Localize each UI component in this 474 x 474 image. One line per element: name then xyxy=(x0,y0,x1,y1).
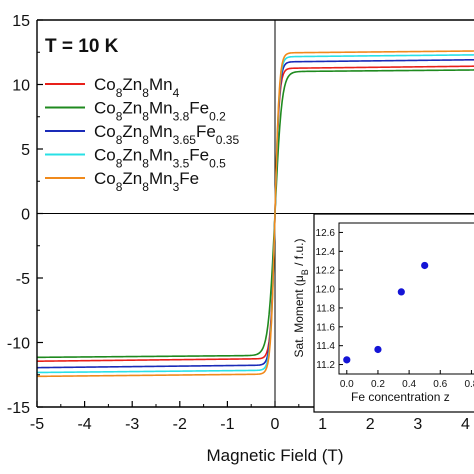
inset-x-tick-label: 0.4 xyxy=(402,379,416,390)
text-part: Mn xyxy=(149,99,173,118)
subscript-text: 8 xyxy=(142,157,149,171)
inset-y-tick-label: 12.2 xyxy=(316,266,336,277)
inset-points xyxy=(343,261,429,364)
y-tick-label: 0 xyxy=(21,207,30,224)
text-part: Mn xyxy=(149,122,173,141)
x-tick-label: -4 xyxy=(77,416,91,433)
subscript-text: 8 xyxy=(142,86,149,100)
text-part: Sat. Moment ( xyxy=(292,282,306,357)
legend-label-1: Co8Zn8Mn3.8Fe0.2 xyxy=(94,99,226,124)
text-part: Zn xyxy=(122,99,142,118)
inset-y-tick-label: 11.6 xyxy=(316,322,335,333)
x-tick-label: 0 xyxy=(271,416,280,433)
subscript-text: 0.5 xyxy=(209,157,226,171)
legend-label-4: Co8Zn8Mn3Fe xyxy=(94,169,199,194)
x-tick-label: -5 xyxy=(30,416,44,433)
inset-y-tick-label: 11.2 xyxy=(316,360,335,371)
subscript-text: 8 xyxy=(142,133,149,147)
x-tick-label: 1 xyxy=(318,416,327,433)
text-part: Co xyxy=(94,122,116,141)
subscript-text: 8 xyxy=(116,157,123,171)
y-tick-label: 10 xyxy=(12,78,30,95)
legend-label-2: Co8Zn8Mn3.65Fe0.35 xyxy=(94,122,239,147)
subscript-text: 3 xyxy=(173,180,180,194)
inset-data-point-3 xyxy=(421,261,429,270)
x-tick-label: 2 xyxy=(366,416,375,433)
text-part: Co xyxy=(94,75,116,94)
subscript-text: 0.35 xyxy=(216,133,240,147)
inset-y-axis-title: Sat. Moment (μB / f.u.) xyxy=(292,239,310,358)
inset-x-axis-title: Fe concentration z xyxy=(351,390,450,404)
inset-x-tick-label: 0.8 xyxy=(464,379,474,390)
text-part: Zn xyxy=(122,169,142,188)
inset-y-tick-label: 12.6 xyxy=(316,228,336,239)
y-tick-label: -10 xyxy=(7,336,30,353)
legend: Co8Zn8Mn4Co8Zn8Mn3.8Fe0.2Co8Zn8Mn3.65Fe0… xyxy=(45,75,239,194)
subscript-text: B xyxy=(300,269,310,275)
subscript-text: 3.65 xyxy=(173,133,197,147)
inset-y-tick-label: 12.0 xyxy=(316,285,336,296)
text-part: Co xyxy=(94,99,116,118)
text-part: Fe xyxy=(189,146,209,165)
inset-x-tick-label: 0.2 xyxy=(371,379,385,390)
x-tick-label: 3 xyxy=(413,416,422,433)
legend-label-3: Co8Zn8Mn3.5Fe0.5 xyxy=(94,146,226,171)
inset-x-tick-label: 0.6 xyxy=(433,379,447,390)
text-part: Zn xyxy=(122,146,142,165)
text-part: Mn xyxy=(149,169,173,188)
text-part: Zn xyxy=(122,122,142,141)
subscript-text: 4 xyxy=(173,86,180,100)
subscript-text: 8 xyxy=(142,110,149,124)
inset-y-tick-label: 12.4 xyxy=(316,247,336,258)
inset-y-tick-label: 11.4 xyxy=(316,341,335,352)
subscript-text: 8 xyxy=(142,180,149,194)
text-part: Fe xyxy=(196,122,216,141)
text-part: μ xyxy=(292,275,306,282)
y-tick-label: 15 xyxy=(12,13,30,30)
subscript-text: 3.8 xyxy=(173,110,190,124)
inset-x-tick-label: 0.0 xyxy=(340,379,354,390)
text-part: Co xyxy=(94,169,116,188)
legend-label-0: Co8Zn8Mn4 xyxy=(94,75,180,100)
x-tick-label: -1 xyxy=(220,416,234,433)
text-part: Fe xyxy=(189,99,209,118)
text-part: Fe xyxy=(179,169,199,188)
inset-data-point-0 xyxy=(343,356,351,364)
y-tick-label: -5 xyxy=(16,271,30,288)
subscript-text: 3.5 xyxy=(173,157,190,171)
curves xyxy=(37,50,474,378)
text-part: / f.u.) xyxy=(292,239,306,270)
temperature-annotation: T = 10 K xyxy=(45,36,119,57)
x-axis-title: Magnetic Field (T) xyxy=(207,446,344,465)
inset-panel xyxy=(313,213,474,413)
inset-data-point-2 xyxy=(397,288,405,296)
subscript-text: 8 xyxy=(116,110,123,124)
text-part: Mn xyxy=(149,146,173,165)
text-part: Co xyxy=(94,146,116,165)
x-tick-label: -2 xyxy=(173,416,187,433)
subscript-text: 8 xyxy=(116,180,123,194)
subscript-text: 8 xyxy=(116,133,123,147)
inset-y-tick-label: 11.8 xyxy=(316,303,335,314)
inset-plot-frame xyxy=(338,222,474,375)
y-tick-label: 5 xyxy=(21,142,30,159)
x-tick-label: -3 xyxy=(125,416,139,433)
text-part: Mn xyxy=(149,75,173,94)
x-tick-label: 4 xyxy=(461,416,470,433)
y-tick-label: -15 xyxy=(7,400,30,417)
subscript-text: 0.2 xyxy=(209,110,226,124)
subscript-text: 8 xyxy=(116,86,123,100)
inset-data-point-1 xyxy=(374,345,382,354)
series-line-4 xyxy=(37,50,474,378)
text-part: Zn xyxy=(122,75,142,94)
